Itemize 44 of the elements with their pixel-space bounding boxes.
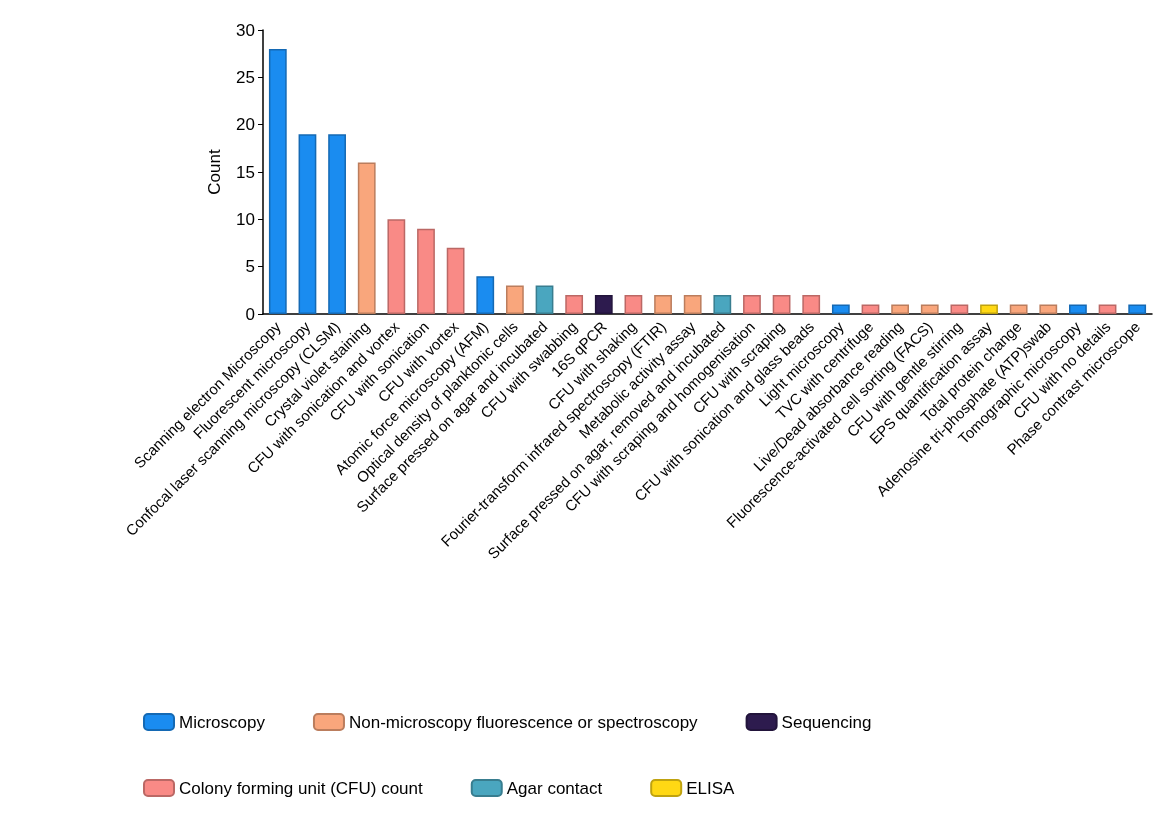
bar bbox=[950, 304, 969, 314]
bar bbox=[683, 295, 702, 314]
legend-label: Non-microscopy fluorescence or spectroscopy bbox=[348, 712, 699, 732]
bar bbox=[298, 134, 317, 314]
bar bbox=[387, 219, 406, 314]
bar bbox=[891, 304, 910, 314]
bar bbox=[772, 295, 791, 314]
bar bbox=[446, 247, 465, 314]
y-tick-label: 20 bbox=[236, 115, 255, 135]
legend-label: Agar contact bbox=[506, 778, 603, 798]
bar bbox=[654, 295, 672, 314]
bar bbox=[802, 295, 821, 314]
bar bbox=[417, 228, 435, 314]
bar bbox=[594, 295, 613, 314]
y-tick-label: 15 bbox=[236, 162, 255, 182]
y-axis-title: Count bbox=[205, 149, 224, 195]
y-tick-label: 5 bbox=[245, 257, 255, 277]
bar bbox=[713, 295, 732, 314]
y-tick-label: 0 bbox=[245, 304, 255, 324]
legend-label: Microscopy bbox=[179, 712, 266, 732]
bar bbox=[743, 295, 761, 314]
bar bbox=[1039, 304, 1058, 314]
bar bbox=[476, 276, 495, 314]
legend-label: Sequencing bbox=[781, 712, 872, 732]
bar bbox=[1098, 304, 1117, 314]
bar bbox=[565, 295, 584, 314]
y-tick-label: 30 bbox=[236, 20, 255, 40]
bar bbox=[1128, 304, 1147, 314]
bar bbox=[861, 304, 880, 314]
bar bbox=[328, 134, 346, 314]
bar bbox=[357, 162, 376, 314]
bar bbox=[831, 304, 850, 314]
bar bbox=[268, 48, 287, 314]
bar bbox=[980, 304, 998, 314]
legend-label: ELISA bbox=[686, 778, 736, 798]
bar bbox=[1069, 304, 1087, 314]
bar bbox=[624, 295, 643, 314]
y-tick-label: 10 bbox=[236, 209, 255, 229]
bar bbox=[535, 285, 554, 314]
y-tick-label: 25 bbox=[236, 67, 255, 87]
legend-label: Colony forming unit (CFU) count bbox=[179, 778, 424, 798]
bar bbox=[920, 304, 939, 314]
bar bbox=[1009, 304, 1028, 314]
bar bbox=[505, 285, 524, 314]
